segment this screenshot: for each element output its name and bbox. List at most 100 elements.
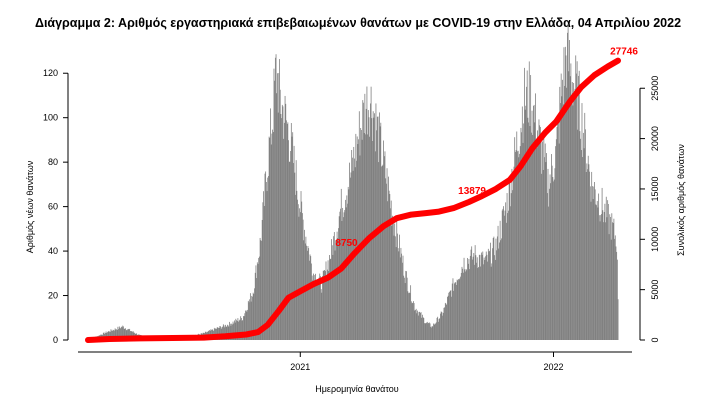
bar xyxy=(563,47,565,341)
bar xyxy=(562,79,563,341)
bar xyxy=(405,270,407,340)
bar xyxy=(476,262,477,340)
bar xyxy=(289,161,291,340)
bar xyxy=(406,277,408,340)
bar xyxy=(391,225,393,340)
bar xyxy=(374,113,375,340)
bar xyxy=(362,100,364,340)
right-tick-label: 5000 xyxy=(650,280,660,300)
bar xyxy=(116,329,117,340)
bar xyxy=(292,132,294,340)
bar xyxy=(240,317,242,340)
bar xyxy=(518,157,520,340)
bar xyxy=(390,208,391,340)
bar xyxy=(217,327,219,340)
left-tick-label: 60 xyxy=(48,202,58,212)
cumulative-line xyxy=(85,57,621,343)
bar xyxy=(578,70,580,340)
bar xyxy=(560,103,561,341)
bar xyxy=(499,242,500,340)
bar xyxy=(322,270,324,340)
bar xyxy=(321,292,323,340)
bar xyxy=(544,143,546,340)
bar xyxy=(366,86,368,340)
bar xyxy=(512,176,514,340)
bar xyxy=(261,219,263,340)
bar xyxy=(450,290,452,340)
bar xyxy=(529,126,531,340)
bar xyxy=(295,194,296,340)
bar xyxy=(302,213,303,340)
bar xyxy=(444,307,446,340)
bar xyxy=(259,237,261,340)
bar xyxy=(125,329,127,340)
bar xyxy=(114,330,115,340)
bar xyxy=(261,240,262,340)
bar xyxy=(487,261,489,340)
bar xyxy=(544,157,545,340)
bar xyxy=(232,321,234,340)
bar xyxy=(117,326,119,340)
left-tick-label: 80 xyxy=(48,157,58,167)
bar xyxy=(614,235,616,340)
bar xyxy=(335,240,337,340)
bar xyxy=(576,73,577,340)
bar xyxy=(268,176,269,340)
bar xyxy=(519,153,520,340)
bar xyxy=(394,236,396,340)
bar xyxy=(600,215,602,340)
bar xyxy=(288,161,290,340)
bar xyxy=(547,168,549,340)
bar xyxy=(331,239,332,340)
bar xyxy=(457,280,459,340)
bar xyxy=(238,321,239,340)
bar xyxy=(577,129,579,340)
right-axis: 0 5000 10000 15000 20000 25000 xyxy=(639,76,660,343)
bar xyxy=(566,87,568,340)
bar xyxy=(216,327,218,340)
bar xyxy=(469,269,470,340)
bar xyxy=(452,278,454,340)
bar xyxy=(548,188,550,340)
bar xyxy=(428,322,430,340)
bar xyxy=(451,283,453,340)
bar xyxy=(401,262,403,340)
bar xyxy=(546,193,548,340)
bar xyxy=(486,254,488,340)
bar xyxy=(523,123,525,340)
bar xyxy=(390,200,392,340)
bar xyxy=(582,132,584,340)
bar xyxy=(438,318,440,340)
bar xyxy=(559,86,561,340)
bar xyxy=(417,315,419,340)
bar xyxy=(324,271,326,340)
bar xyxy=(531,110,533,340)
bar xyxy=(423,318,425,340)
bar xyxy=(351,150,353,340)
bar xyxy=(266,191,268,340)
bar xyxy=(509,178,511,340)
bar xyxy=(343,212,345,340)
bar xyxy=(533,104,535,341)
bar xyxy=(308,248,310,340)
bar xyxy=(263,205,265,340)
bar xyxy=(508,176,510,340)
bar xyxy=(300,191,302,340)
bar xyxy=(240,316,242,340)
bar xyxy=(236,321,238,340)
bar xyxy=(323,270,325,340)
bar xyxy=(503,215,505,340)
bar xyxy=(275,54,277,341)
bar xyxy=(393,235,395,340)
bar xyxy=(537,139,539,340)
bar xyxy=(260,240,262,340)
y-left-axis-label: Αριθμός νέων θανάτων xyxy=(25,160,35,253)
bar xyxy=(353,146,355,340)
bar xyxy=(422,314,423,340)
bar xyxy=(249,299,251,340)
bar xyxy=(573,82,575,340)
bar xyxy=(611,213,613,340)
bar xyxy=(404,283,406,340)
bar xyxy=(399,234,400,340)
bar xyxy=(569,76,571,341)
